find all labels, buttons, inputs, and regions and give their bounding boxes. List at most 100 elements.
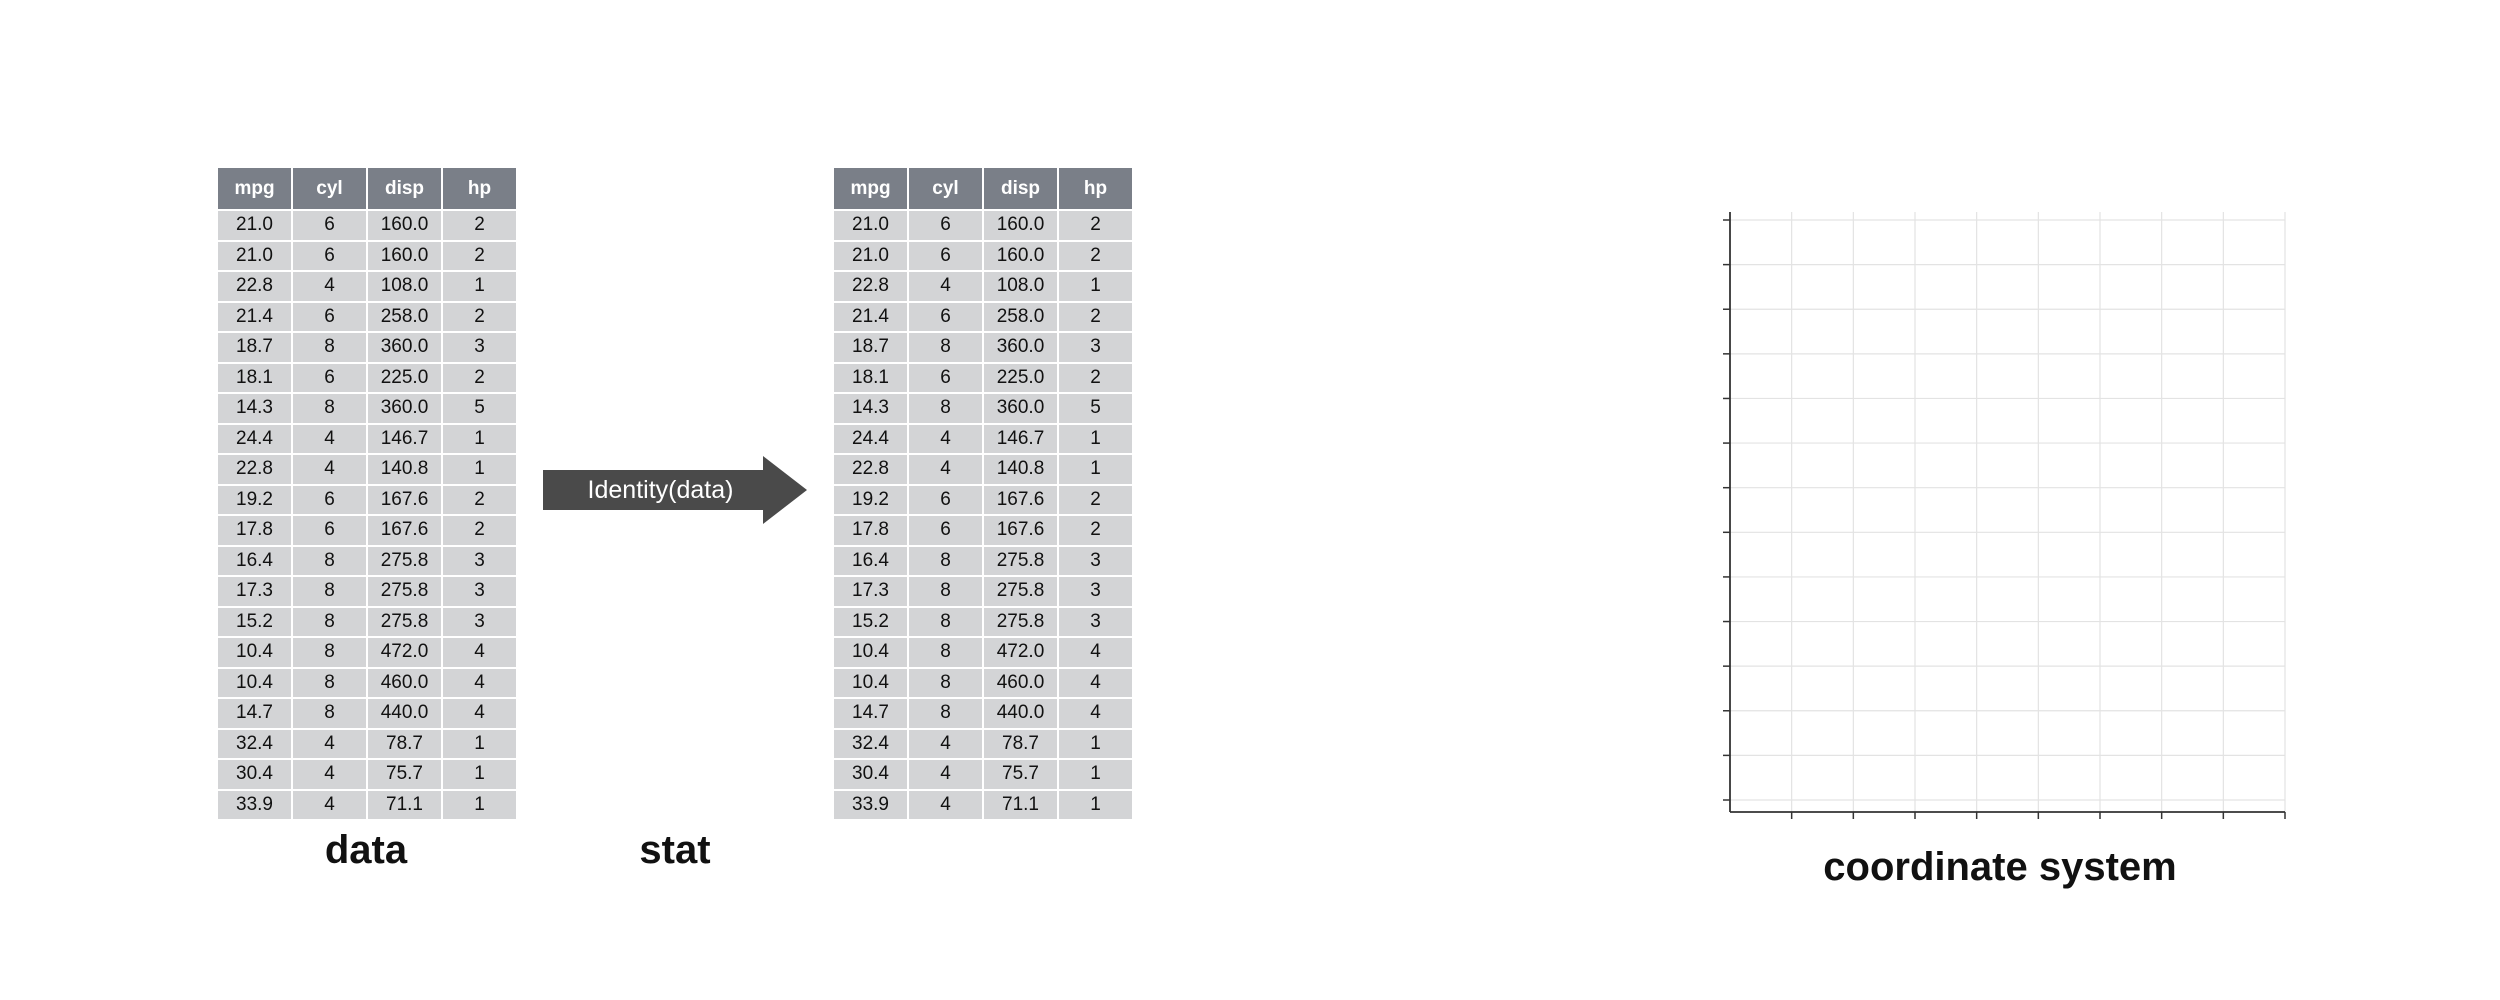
table-cell: 3 — [442, 605, 516, 637]
table-row: 21.0 6 160.0 2 — [834, 209, 1132, 241]
table-cell: 6 — [908, 209, 984, 241]
table-cell: 6 — [292, 300, 368, 332]
table-header: mpg cyl disp hp — [834, 168, 1132, 210]
table-cell: 18.1 — [218, 361, 293, 393]
table-cell: 21.0 — [834, 209, 909, 241]
table-cell: 1 — [442, 453, 516, 485]
table-cell: 258.0 — [367, 300, 443, 332]
table-cell: 3 — [442, 331, 516, 363]
table-cell: 18.7 — [218, 331, 293, 363]
table-row: 10.4 8 472.0 4 — [834, 636, 1132, 668]
table-cell: 22.8 — [218, 270, 293, 302]
table-cell: 460.0 — [367, 666, 443, 698]
table-cell: 440.0 — [367, 697, 443, 729]
table-row: 21.0 6 160.0 2 — [218, 209, 516, 241]
table-row: 17.8 6 167.6 2 — [218, 514, 516, 546]
table-cell: 108.0 — [367, 270, 443, 302]
table-cell: 22.8 — [218, 453, 293, 485]
table-cell: 8 — [908, 605, 984, 637]
table-row: 10.4 8 460.0 4 — [834, 666, 1132, 698]
table-cell: 360.0 — [983, 392, 1059, 424]
table-cell: 8 — [908, 392, 984, 424]
table-row: 32.4 4 78.7 1 — [834, 727, 1132, 759]
table-cell: 1 — [1058, 758, 1132, 790]
table-cell: 4 — [908, 727, 984, 759]
table-cell: 32.4 — [218, 727, 293, 759]
table-cell: 8 — [292, 666, 368, 698]
table-cell: 21.0 — [218, 239, 293, 271]
column-header-mpg: mpg — [218, 168, 293, 210]
column-header-hp: hp — [1058, 168, 1132, 210]
table-row: 14.3 8 360.0 5 — [218, 392, 516, 424]
table-cell: 4 — [908, 270, 984, 302]
caption-coordinate-system: coordinate system — [1823, 845, 2177, 889]
table-cell: 6 — [908, 361, 984, 393]
table-cell: 6 — [292, 239, 368, 271]
table-cell: 275.8 — [983, 605, 1059, 637]
table-cell: 6 — [908, 514, 984, 546]
table-row: 14.7 8 440.0 4 — [218, 697, 516, 729]
table-cell: 10.4 — [834, 666, 909, 698]
table-cell: 2 — [442, 483, 516, 515]
table-cell: 4 — [908, 422, 984, 454]
table-row: 33.9 4 71.1 1 — [218, 788, 516, 819]
table-row: 15.2 8 275.8 3 — [834, 605, 1132, 637]
table-cell: 21.4 — [834, 300, 909, 332]
table-cell: 8 — [292, 392, 368, 424]
table-cell: 10.4 — [834, 636, 909, 668]
column-header-disp: disp — [983, 168, 1059, 210]
table-cell: 146.7 — [367, 422, 443, 454]
table-row: 18.1 6 225.0 2 — [834, 361, 1132, 393]
column-header-mpg: mpg — [834, 168, 909, 210]
table-cell: 3 — [1058, 605, 1132, 637]
table-header: mpg cyl disp hp — [218, 168, 516, 210]
table-cell: 360.0 — [983, 331, 1059, 363]
table-row: 16.4 8 275.8 3 — [218, 544, 516, 576]
table-cell: 258.0 — [983, 300, 1059, 332]
table-cell: 4 — [292, 788, 368, 819]
table-cell: 140.8 — [367, 453, 443, 485]
table-row: 10.4 8 472.0 4 — [218, 636, 516, 668]
table-cell: 225.0 — [367, 361, 443, 393]
table-row: 21.4 6 258.0 2 — [218, 300, 516, 332]
table-cell: 472.0 — [983, 636, 1059, 668]
table-row: 21.0 6 160.0 2 — [218, 239, 516, 271]
table-cell: 440.0 — [983, 697, 1059, 729]
table-cell: 4 — [908, 453, 984, 485]
table-cell: 1 — [442, 727, 516, 759]
table-cell: 8 — [292, 544, 368, 576]
table-cell: 360.0 — [367, 331, 443, 363]
table-cell: 75.7 — [367, 758, 443, 790]
table-row: 21.0 6 160.0 2 — [834, 239, 1132, 271]
table-cell: 4 — [908, 758, 984, 790]
table-cell: 33.9 — [218, 788, 293, 819]
column-header-cyl: cyl — [908, 168, 984, 210]
column-header-hp: hp — [442, 168, 516, 210]
table-cell: 8 — [908, 575, 984, 607]
table-cell: 2 — [1058, 514, 1132, 546]
table-cell: 4 — [292, 270, 368, 302]
header-row: mpg cyl disp hp — [834, 168, 1132, 210]
table-cell: 167.6 — [983, 514, 1059, 546]
table-cell: 1 — [1058, 788, 1132, 819]
table-cell: 71.1 — [983, 788, 1059, 819]
table-row: 17.3 8 275.8 3 — [834, 575, 1132, 607]
table-cell: 160.0 — [367, 239, 443, 271]
table-cell: 8 — [292, 331, 368, 363]
table-cell: 24.4 — [834, 422, 909, 454]
table-cell: 21.0 — [834, 239, 909, 271]
table-cell: 17.8 — [834, 514, 909, 546]
table-cell: 16.4 — [218, 544, 293, 576]
table-row: 21.4 6 258.0 2 — [834, 300, 1132, 332]
table-cell: 167.6 — [367, 483, 443, 515]
table-cell: 1 — [442, 788, 516, 819]
table-cell: 8 — [908, 666, 984, 698]
table-cell: 275.8 — [983, 575, 1059, 607]
table-cell: 18.7 — [834, 331, 909, 363]
table-cell: 22.8 — [834, 453, 909, 485]
table-cell: 6 — [908, 239, 984, 271]
table-cell: 3 — [442, 544, 516, 576]
table-row: 10.4 8 460.0 4 — [218, 666, 516, 698]
table-cell: 3 — [442, 575, 516, 607]
table-row: 14.3 8 360.0 5 — [834, 392, 1132, 424]
